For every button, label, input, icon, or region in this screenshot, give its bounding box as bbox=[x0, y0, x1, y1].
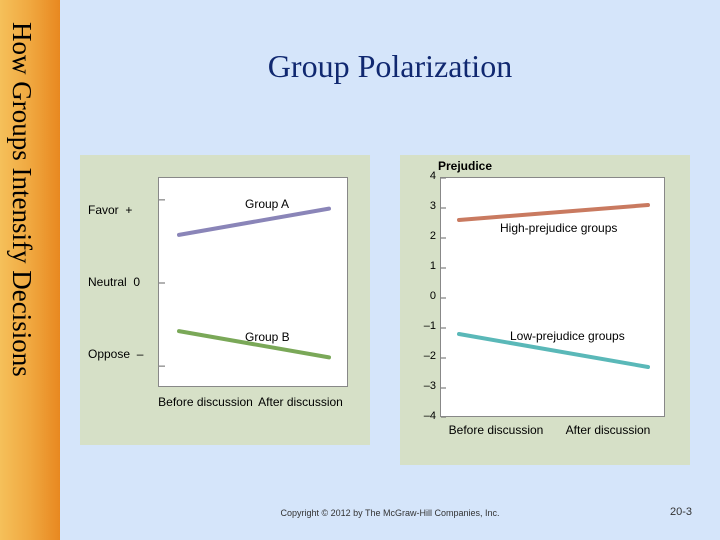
chart-right-svg bbox=[441, 178, 666, 418]
chart-right-ytick: –1 bbox=[414, 320, 436, 332]
charts-container: Favor + Neutral 0 Oppose – Before discus… bbox=[80, 155, 700, 465]
sidebar-title: How Groups Intensify Decisions bbox=[6, 22, 37, 377]
chart-left-series-a-label: Group A bbox=[245, 197, 289, 211]
chart-right-xlabel-after: After discussion bbox=[552, 423, 664, 437]
chart-right-xlabel-before: Before discussion bbox=[440, 423, 552, 437]
chart-left-panel: Favor + Neutral 0 Oppose – Before discus… bbox=[80, 155, 370, 445]
chart-right-ytick: 0 bbox=[414, 290, 436, 302]
chart-right-panel: Prejudice 4 3 2 1 0 –1 –2 –3 –4 Before discussio… bbox=[400, 155, 690, 465]
chart-right-ytick: –3 bbox=[414, 380, 436, 392]
chart-left-xlabel-before: Before discussion bbox=[158, 395, 253, 409]
copyright-text: Copyright © 2012 by The McGraw-Hill Comp… bbox=[60, 508, 720, 518]
chart-right-ytick: –4 bbox=[414, 410, 436, 422]
chart-right-plot bbox=[440, 177, 665, 417]
chart-left-ylabel-favor: Favor + bbox=[88, 203, 132, 217]
slide-number: 20-3 bbox=[670, 506, 692, 518]
chart-right-ytick: 2 bbox=[414, 230, 436, 242]
chart-right-title: Prejudice bbox=[438, 159, 492, 173]
chart-right-series-high-label: High-prejudice groups bbox=[500, 221, 617, 235]
chart-right-ytick: 3 bbox=[414, 200, 436, 212]
chart-right-ytick: 4 bbox=[414, 170, 436, 182]
chart-left-series-b-label: Group B bbox=[245, 330, 290, 344]
chart-left-xlabel-after: After discussion bbox=[253, 395, 348, 409]
chart-right-series-low-label: Low-prejudice groups bbox=[510, 329, 625, 343]
chart-left-ylabel-neutral: Neutral 0 bbox=[88, 275, 140, 289]
sidebar: How Groups Intensify Decisions bbox=[0, 0, 60, 540]
page-title: Group Polarization bbox=[60, 48, 720, 85]
chart-right-ytick: –2 bbox=[414, 350, 436, 362]
chart-right-ytick: 1 bbox=[414, 260, 436, 272]
chart-left-ylabel-oppose: Oppose – bbox=[88, 347, 143, 361]
